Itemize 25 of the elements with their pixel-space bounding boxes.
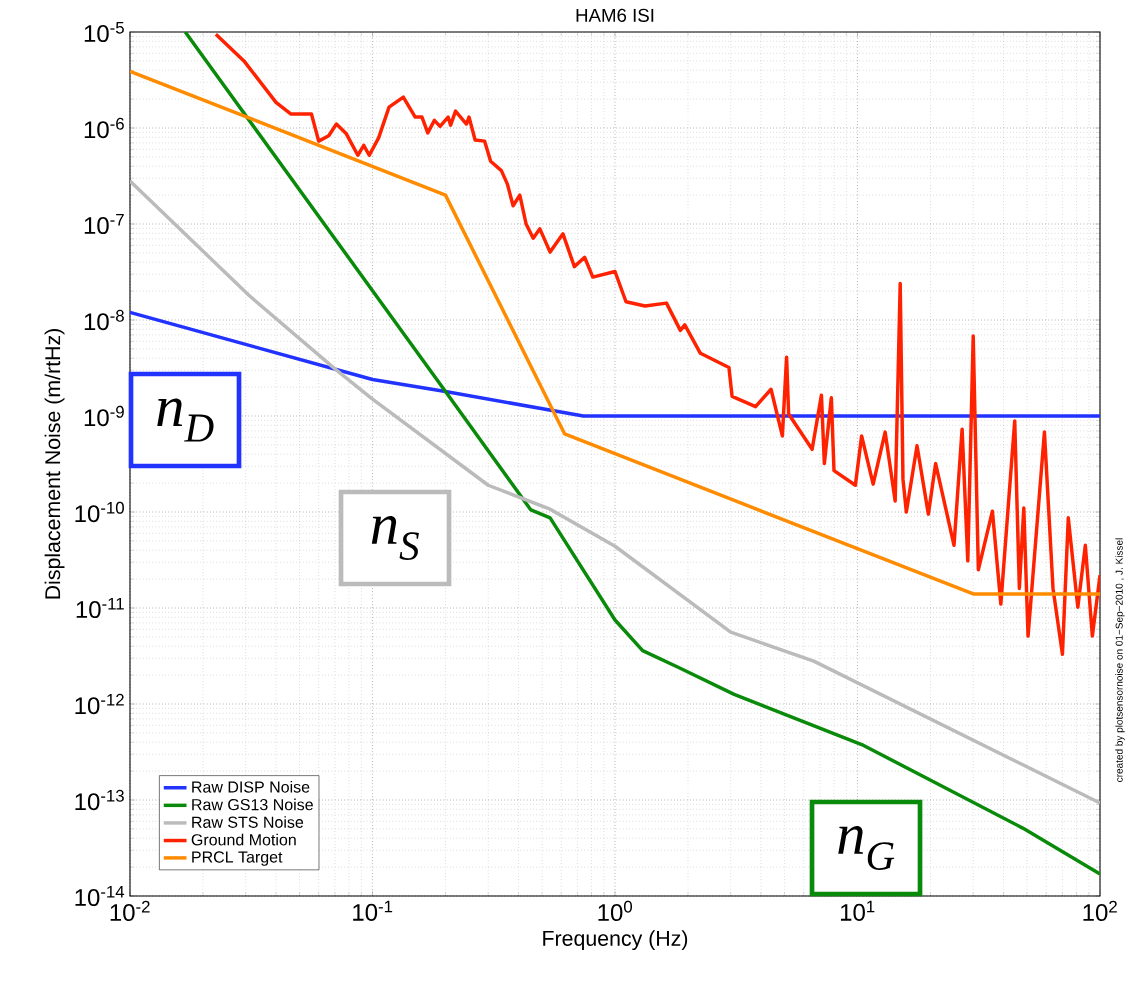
- y-tick-label: 10$^{-9}$: [84, 405, 124, 427]
- legend-label: Raw STS Noise: [192, 816, 304, 828]
- x-axis-title: Frequency (Hz): [543, 930, 688, 951]
- text: created by plotsensornoise on 01−Sep−2010 , J. Kissel: [1115, 538, 1125, 782]
- y-axis-title: Displacement Noise (m/rtHz): [44, 329, 65, 599]
- y-tick-label: 10$^{-13}$: [75, 789, 124, 811]
- y-tick-label: 10$^{-10}$: [75, 501, 124, 523]
- legend-label: PRCL Target: [192, 851, 283, 866]
- legend-label: Raw GS13 Noise: [192, 798, 313, 811]
- x-tick-label: 10$^{1}$: [840, 900, 875, 921]
- y-tick-label: 10$^{-5}$: [84, 21, 124, 43]
- chart-title: HAM6 ISI: [576, 8, 654, 22]
- annotation: n$_{G}$: [838, 826, 895, 870]
- legend-label: Ground Motion: [191, 833, 296, 846]
- y-tick-label: 10$^{-6}$: [84, 117, 124, 139]
- y-tick-label: 10$^{-8}$: [84, 309, 124, 331]
- y-tick-label: 10$^{-7}$: [84, 213, 124, 235]
- x-tick-label: 10$^{2}$: [1083, 900, 1117, 922]
- x-tick-label: 10$^{-1}$: [353, 900, 393, 921]
- y-tick-label: 10$^{-11}$: [76, 597, 124, 619]
- annotation: n$_{S}$: [371, 516, 419, 560]
- y-tick-label: 10$^{-12}$: [75, 693, 124, 715]
- legend-label: Raw DISP Noise: [192, 780, 310, 793]
- annotation: n$_{D}$: [157, 398, 214, 442]
- x-tick-label: 10$^{0}$: [598, 900, 633, 922]
